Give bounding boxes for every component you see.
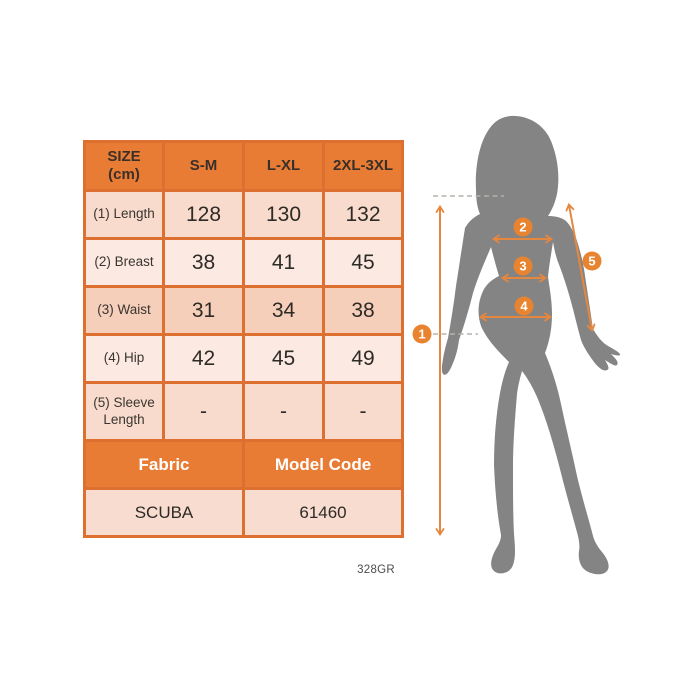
cell-value: 38 bbox=[162, 237, 245, 288]
row-label: (2) Breast bbox=[83, 237, 165, 288]
size-header-line2: (cm) bbox=[108, 166, 140, 183]
woman-silhouette bbox=[441, 115, 621, 575]
meta-header-row: Fabric Model Code bbox=[83, 439, 404, 490]
column-header-sm: S-M bbox=[162, 140, 245, 192]
cell-value: - bbox=[242, 381, 325, 442]
size-header-line1: SIZE bbox=[107, 148, 141, 165]
cell-value: 34 bbox=[242, 285, 325, 336]
cell-value: - bbox=[162, 381, 245, 442]
fabric-header: Fabric bbox=[83, 439, 245, 490]
cell-value: 132 bbox=[322, 189, 404, 240]
marker-5: 5 bbox=[582, 251, 602, 271]
marker-3: 3 bbox=[513, 256, 533, 276]
row-label: (3) Waist bbox=[83, 285, 165, 336]
cell-value: 130 bbox=[242, 189, 325, 240]
table-row-sleeve-length: (5) Sleeve Length - - - bbox=[83, 381, 404, 442]
row-label: (4) Hip bbox=[83, 333, 165, 384]
table-row-breast: (2) Breast 38 41 45 bbox=[83, 237, 404, 288]
svg-text:3: 3 bbox=[519, 259, 526, 274]
model-code-header: Model Code bbox=[242, 439, 404, 490]
sleeve-arrow bbox=[565, 202, 596, 333]
marker-2: 2 bbox=[513, 217, 533, 237]
cell-value: 41 bbox=[242, 237, 325, 288]
cell-value: 38 bbox=[322, 285, 404, 336]
svg-text:5: 5 bbox=[588, 254, 595, 269]
svg-text:4: 4 bbox=[520, 299, 528, 314]
cell-value: 45 bbox=[322, 237, 404, 288]
marker-4: 4 bbox=[514, 296, 534, 316]
meta-values-row: SCUBA 61460 bbox=[83, 487, 404, 538]
cell-value: - bbox=[322, 381, 404, 442]
fabric-value: SCUBA bbox=[83, 487, 245, 538]
cell-value: 42 bbox=[162, 333, 245, 384]
header-row: SIZE (cm) S-M L-XL 2XL-3XL bbox=[83, 140, 404, 192]
cell-value: 45 bbox=[242, 333, 325, 384]
size-unit-header: SIZE (cm) bbox=[83, 140, 165, 192]
model-code-value: 61460 bbox=[242, 487, 404, 538]
row-label: (1) Length bbox=[83, 189, 165, 240]
column-header-lxl: L-XL bbox=[242, 140, 325, 192]
size-chart-table: SIZE (cm) S-M L-XL 2XL-3XL (1) Length 12… bbox=[83, 140, 404, 538]
table-row-hip: (4) Hip 42 45 49 bbox=[83, 333, 404, 384]
table-row-waist: (3) Waist 31 34 38 bbox=[83, 285, 404, 336]
marker-1: 1 bbox=[412, 324, 432, 344]
cell-value: 128 bbox=[162, 189, 245, 240]
svg-text:1: 1 bbox=[418, 327, 425, 342]
row-label: (5) Sleeve Length bbox=[83, 381, 165, 442]
table-row-length: (1) Length 128 130 132 bbox=[83, 189, 404, 240]
measurement-figure: 1 2 3 4 5 bbox=[412, 115, 621, 575]
cell-value: 31 bbox=[162, 285, 245, 336]
column-header-2xl3xl: 2XL-3XL bbox=[322, 140, 404, 192]
cell-value: 49 bbox=[322, 333, 404, 384]
svg-text:2: 2 bbox=[519, 220, 526, 235]
product-code: 328GR bbox=[357, 564, 395, 576]
